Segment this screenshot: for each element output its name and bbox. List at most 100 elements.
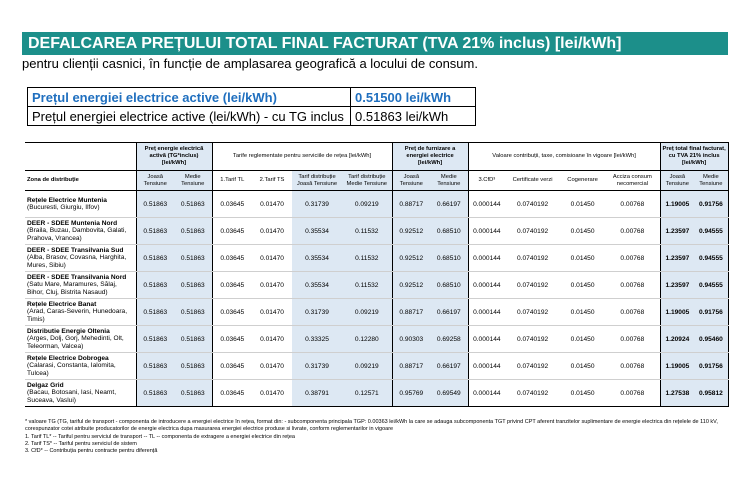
- cell-total-jt: 1.19005: [659, 298, 695, 326]
- cell-tarif-ts: 0.01470: [252, 379, 293, 407]
- cell-total-mt: 0.91756: [694, 190, 729, 218]
- zone-counties: (Braila, Buzau, Dambovita, Galati, Praho…: [27, 227, 127, 242]
- cell-energy-jt: 0.51863: [135, 352, 174, 380]
- cell-excise: 0.00768: [605, 217, 661, 245]
- cell-excise: 0.00768: [605, 244, 661, 272]
- cell-distrib-mt: 0.11532: [342, 217, 393, 245]
- group-header-supply-price: Preț de furnizare a energiei electrice […: [391, 142, 469, 171]
- cell-energy-mt: 0.51863: [174, 271, 213, 299]
- cell-excise: 0.00768: [605, 379, 661, 407]
- col-header-excise: Acciza consum necomercial: [605, 170, 661, 191]
- zone-cell: DEER - SDEE Muntenia Nord (Braila, Buzau,…: [25, 217, 136, 245]
- cell-tarif-ts: 0.01470: [252, 325, 293, 353]
- col-header-energy-mt: Medie Tensiune: [174, 170, 213, 191]
- zone-counties: (Arad, Caras-Severin, Hunedoara, Timis): [27, 308, 128, 323]
- cell-total-jt: 1.23597: [659, 217, 695, 245]
- zone-name: DEER - SDEE Transilvania Nord: [27, 273, 127, 281]
- col-header-tarif-tl: 1.Tarif TL: [211, 170, 253, 191]
- cell-excise: 0.00768: [605, 271, 661, 299]
- zone-counties: (Alba, Brasov, Covasna, Harghita, Mures,…: [27, 254, 127, 269]
- col-header-cogeneration: Cogenerare: [560, 170, 606, 191]
- zone-cell: Distributie Energie Oltenia (Arges, Dolj,…: [25, 325, 136, 353]
- table-column-header-row: Zona de distribuție Joasă Tensiune Medie…: [25, 170, 729, 191]
- cell-tarif-tl: 0.03645: [211, 271, 253, 299]
- cell-green-certificates: 0.0740192: [505, 352, 561, 380]
- cell-cogeneration: 0.01450: [560, 217, 606, 245]
- cell-total-jt: 1.23597: [659, 271, 695, 299]
- cell-distrib-jt: 0.31739: [292, 190, 343, 218]
- cell-distrib-jt: 0.35534: [292, 244, 343, 272]
- cell-distrib-jt: 0.38791: [292, 379, 343, 407]
- cell-tarif-tl: 0.03645: [211, 217, 253, 245]
- cell-supply-mt: 0.68510: [430, 244, 469, 272]
- price-row-with-tg: Prețul energiei electrice active (lei/kW…: [27, 106, 476, 126]
- cell-distrib-mt: 0.12571: [342, 379, 393, 407]
- cell-cogeneration: 0.01450: [560, 325, 606, 353]
- cell-total-mt: 0.95460: [694, 325, 729, 353]
- cell-cfd: 0.000144: [467, 217, 506, 245]
- zone-name: Delgaz Grid: [27, 381, 64, 389]
- col-header-total-jt: Joasă Tensiune: [659, 170, 695, 191]
- cell-supply-mt: 0.68510: [430, 217, 469, 245]
- cell-green-certificates: 0.0740192: [505, 271, 561, 299]
- table-row: Rețele Electrice Banat (Arad, Caras-Sever…: [25, 298, 729, 326]
- cell-energy-mt: 0.51863: [174, 325, 213, 353]
- zone-name: Rețele Electrice Banat: [27, 300, 97, 308]
- col-header-energy-jt: Joasă Tensiune: [135, 170, 174, 191]
- cell-tarif-ts: 0.01470: [252, 217, 293, 245]
- cell-energy-jt: 0.51863: [135, 217, 174, 245]
- cell-tarif-tl: 0.03645: [211, 352, 253, 380]
- table-row: Rețele Electrice Dobrogea (Calarasi, Cons…: [25, 352, 729, 380]
- cell-energy-jt: 0.51863: [135, 271, 174, 299]
- energy-price-box: Prețul energiei electrice active (lei/kW…: [27, 87, 476, 126]
- cell-tarif-ts: 0.01470: [252, 244, 293, 272]
- table-row: DEER - SDEE Transilvania Nord (Satu Mare,…: [25, 271, 729, 299]
- zone-counties: (Bucuresti, Giurgiu, Ilfov): [27, 204, 100, 211]
- page-title: DEFALCAREA PREȚULUI TOTAL FINAL FACTURAT…: [28, 35, 622, 52]
- zone-cell: DEER - SDEE Transilvania Sud (Alba, Braso…: [25, 244, 136, 272]
- col-header-tarif-ts: 2.Tarif TS: [252, 170, 293, 191]
- cell-supply-mt: 0.68510: [430, 271, 469, 299]
- col-header-supply-mt: Medie Tensiune: [430, 170, 469, 191]
- cell-distrib-mt: 0.09219: [342, 190, 393, 218]
- cell-supply-jt: 0.92512: [391, 217, 431, 245]
- cell-tarif-tl: 0.03645: [211, 379, 253, 407]
- cell-total-mt: 0.94555: [694, 244, 729, 272]
- cell-energy-jt: 0.51863: [135, 325, 174, 353]
- cell-excise: 0.00768: [605, 190, 661, 218]
- footnote-tarif-ts: 2. Tarif TS* -- Tariful pentru serviciul…: [25, 441, 137, 447]
- cell-cfd: 0.000144: [467, 352, 506, 380]
- cell-cogeneration: 0.01450: [560, 379, 606, 407]
- cell-total-mt: 0.91756: [694, 352, 729, 380]
- table-row: DEER - SDEE Transilvania Sud (Alba, Braso…: [25, 244, 729, 272]
- cell-tarif-tl: 0.03645: [211, 190, 253, 218]
- cell-energy-mt: 0.51863: [174, 352, 213, 380]
- zone-cell: Rețele Electrice Muntenia (Bucuresti, Giu…: [25, 190, 136, 218]
- cell-excise: 0.00768: [605, 298, 661, 326]
- cell-energy-mt: 0.51863: [174, 217, 213, 245]
- group-header-contributions: Valoare contribuții, taxe, comisioane în…: [467, 142, 661, 171]
- cell-total-mt: 0.91756: [694, 298, 729, 326]
- zone-cell: Rețele Electrice Banat (Arad, Caras-Sever…: [25, 298, 136, 326]
- zone-counties: (Satu Mare, Maramures, Sălaj, Bihor, Clu…: [27, 281, 117, 296]
- cell-supply-jt: 0.90303: [391, 325, 431, 353]
- group-header-network-tariffs: Tarife reglementate pentru serviciile de…: [211, 142, 393, 171]
- cell-tarif-ts: 0.01470: [252, 298, 293, 326]
- cell-cfd: 0.000144: [467, 244, 506, 272]
- cell-cfd: 0.000144: [467, 298, 506, 326]
- zone-counties: (Bacau, Botosani, Iasi, Neamt, Suceava, …: [27, 389, 117, 404]
- zone-header-spacer: [25, 142, 136, 171]
- cell-total-jt: 1.23597: [659, 244, 695, 272]
- cell-supply-jt: 0.88717: [391, 190, 431, 218]
- cell-supply-jt: 0.88717: [391, 352, 431, 380]
- cell-distrib-jt: 0.31739: [292, 352, 343, 380]
- col-header-supply-jt: Joasă Tensiune: [391, 170, 431, 191]
- zone-cell: DEER - SDEE Transilvania Nord (Satu Mare,…: [25, 271, 136, 299]
- col-header-cfd: 3.CfD³: [467, 170, 506, 191]
- cell-supply-mt: 0.66197: [430, 190, 469, 218]
- price-breakdown-table: Preț energie electrică activă (TG*inclus…: [25, 142, 729, 407]
- cell-cogeneration: 0.01450: [560, 190, 606, 218]
- cell-distrib-mt: 0.12280: [342, 325, 393, 353]
- cell-tarif-tl: 0.03645: [211, 325, 253, 353]
- cell-green-certificates: 0.0740192: [505, 298, 561, 326]
